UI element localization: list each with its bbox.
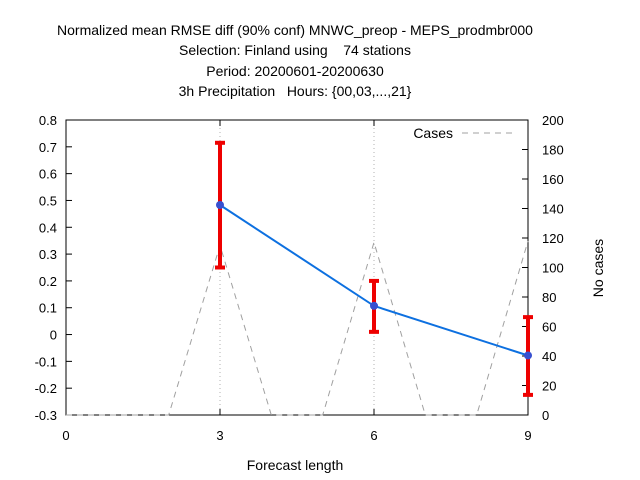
y2-tick-label: 160 — [542, 172, 564, 187]
cases-series — [66, 240, 529, 416]
y-tick-label: 0.1 — [39, 301, 57, 316]
y2-tick-label: 200 — [542, 113, 564, 128]
legend-label-cases: Cases — [413, 125, 453, 141]
data-point — [216, 201, 224, 210]
x-tick-label: 9 — [524, 428, 531, 443]
y-tick-label: -0.1 — [35, 354, 57, 369]
rmse-diff-series — [215, 140, 533, 397]
data-point — [524, 351, 532, 360]
y2-tick-label: 0 — [542, 408, 549, 423]
y2-tick-label: 140 — [542, 202, 564, 217]
y-tick-label: 0 — [50, 328, 57, 343]
axis-ticks: 0 3 6 9 -0.3 -0.2 -0.1 0 0.1 0.2 0.3 0.4 0.5 0.6 0.7 0.… — [35, 113, 564, 443]
y2-tick-label: 40 — [542, 349, 556, 364]
legend: Cases — [413, 125, 512, 141]
title-line-3: Period: 20200601-20200630 — [206, 63, 384, 79]
y-tick-label: 0.2 — [39, 274, 57, 289]
y-tick-label: 0.6 — [39, 167, 57, 182]
x-tick-label: 3 — [216, 428, 223, 443]
x-axis-label: Forecast length — [247, 457, 344, 473]
y-tick-label: 0.7 — [39, 140, 57, 155]
y2-tick-label: 80 — [542, 290, 556, 305]
y-tick-label: -0.2 — [35, 381, 57, 396]
y-tick-label: 0.4 — [39, 220, 57, 235]
cases-line — [66, 240, 529, 416]
chart-title: Normalized mean RMSE diff (90% conf) MNW… — [57, 22, 533, 99]
y2-tick-label: 100 — [542, 261, 564, 276]
y2-tick-label: 20 — [542, 379, 556, 394]
data-point — [370, 301, 378, 310]
x-tick-label: 6 — [370, 428, 377, 443]
y2-axis-label: No cases — [590, 239, 606, 297]
title-line-4: 3h Precipitation Hours: {00,03,...,21} — [179, 83, 412, 99]
plot-frame — [65, 119, 529, 416]
y-tick-label: 0.8 — [39, 113, 57, 128]
y-tick-label: 0.3 — [39, 247, 57, 262]
y2-tick-label: 180 — [542, 143, 564, 158]
title-line-2: Selection: Finland using 74 stations — [179, 42, 411, 58]
y2-tick-label: 120 — [542, 231, 564, 246]
grid-lines — [219, 120, 375, 415]
y-tick-label: -0.3 — [35, 408, 57, 423]
y2-tick-label: 60 — [542, 320, 556, 335]
x-tick-label: 0 — [62, 428, 69, 443]
y-tick-label: 0.5 — [39, 193, 57, 208]
title-line-1: Normalized mean RMSE diff (90% conf) MNW… — [57, 22, 533, 38]
